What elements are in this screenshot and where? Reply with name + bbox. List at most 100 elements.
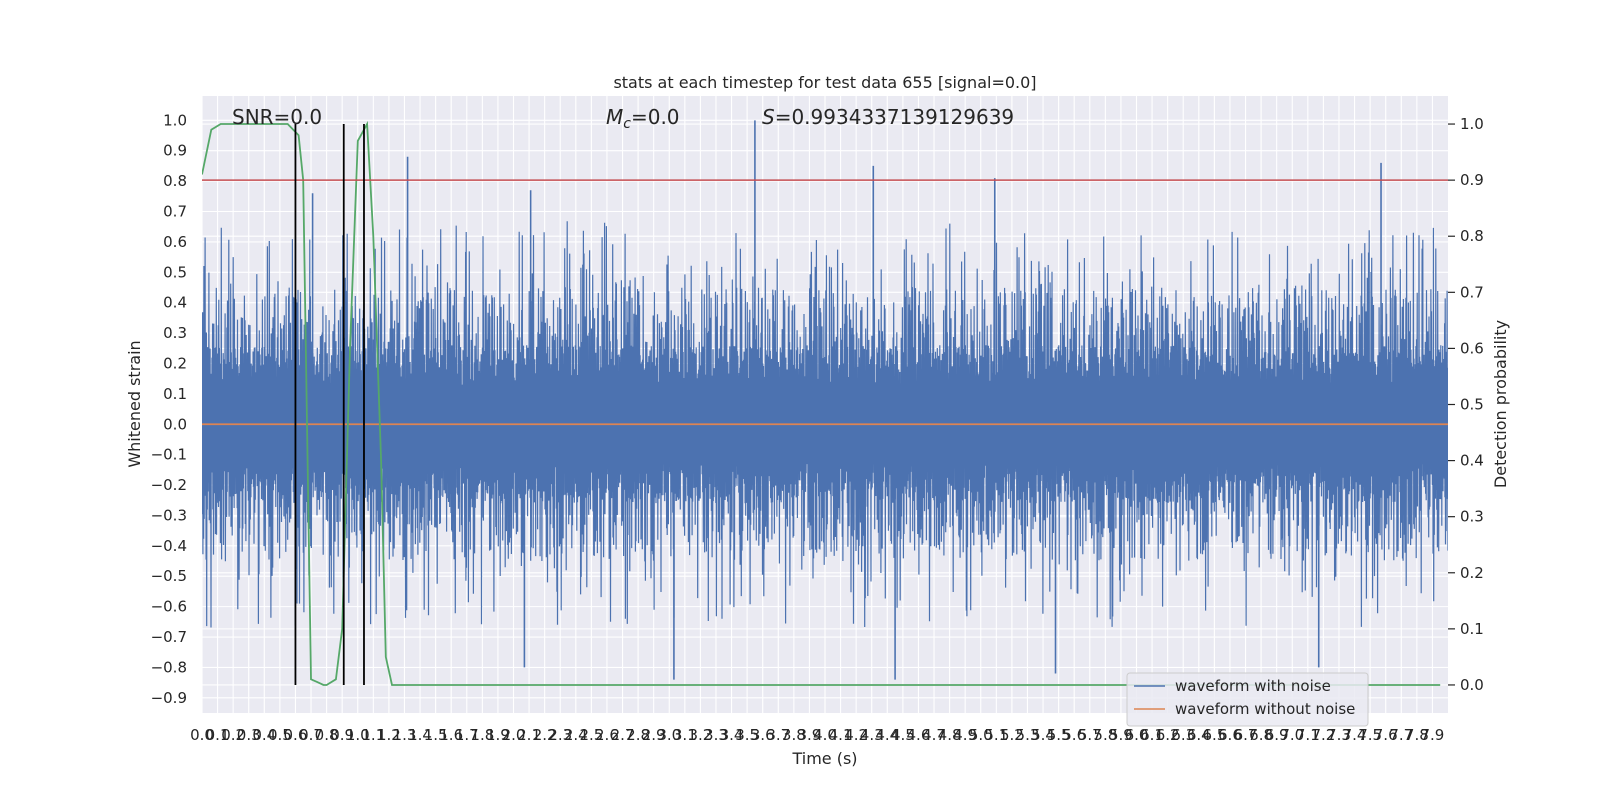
x-tick-label: 3.5 (735, 726, 759, 744)
x-tick-label: 2.0 (502, 726, 526, 744)
y-left-tick-label: −0.1 (151, 446, 187, 464)
y-right-axis-ticks: 1.0 0.9 0.8 0.7 0.6 0.5 0.4 0.3 0.2 0.1 0.0 (1448, 115, 1484, 694)
x-tick-label: 4.2 (844, 726, 868, 744)
y-left-axis-ticks: 1.0 0.9 0.8 0.7 0.6 0.5 0.4 0.3 0.2 0.1 0.0 −0.1 −0.… (151, 111, 187, 706)
x-tick-label: 5.8 (1093, 726, 1117, 744)
x-tick-label: 7.0 (1280, 726, 1304, 744)
y-left-tick-label: 0.5 (163, 263, 187, 281)
y-left-tick-label: −0.2 (151, 476, 187, 494)
x-tick-label: 5.6 (1062, 726, 1086, 744)
x-tick-label: 5.0 (969, 726, 993, 744)
y-left-axis-label: Whitened strain (125, 340, 144, 467)
x-tick-label: 3.2 (688, 726, 712, 744)
legend-label-clean: waveform without noise (1175, 700, 1355, 718)
y-left-tick-label: 0.4 (163, 294, 187, 312)
x-tick-label: 3.0 (657, 726, 681, 744)
x-tick-label: 0.4 (252, 726, 276, 744)
y-right-tick-label: 0.2 (1460, 564, 1484, 582)
x-tick-label: 6.4 (1187, 726, 1211, 744)
y-left-tick-label: −0.7 (151, 628, 187, 646)
x-tick-label: 3.8 (782, 726, 806, 744)
x-tick-label: 2.5 (579, 726, 603, 744)
y-left-tick-label: 1.0 (163, 111, 187, 129)
y-right-tick-label: 0.6 (1460, 339, 1484, 357)
x-tick-label: 5.1 (984, 726, 1008, 744)
x-tick-label: 3.7 (766, 726, 790, 744)
y-left-tick-label: −0.3 (151, 506, 187, 524)
x-tick-label: 5.7 (1078, 726, 1102, 744)
x-tick-label: 6.3 (1171, 726, 1195, 744)
x-tick-label: 2.7 (611, 726, 635, 744)
x-tick-label: 0.3 (237, 726, 261, 744)
y-left-tick-label: 0.9 (163, 142, 187, 160)
x-tick-label: 4.3 (860, 726, 884, 744)
x-tick-label: 4.7 (922, 726, 946, 744)
x-tick-label: 2.4 (564, 726, 588, 744)
x-tick-label: 2.3 (548, 726, 572, 744)
y-left-tick-label: 0.1 (163, 385, 187, 403)
x-tick-label: 1.7 (455, 726, 479, 744)
x-tick-label: 0.6 (284, 726, 308, 744)
y-right-tick-label: 0.0 (1460, 676, 1484, 694)
vertical-markers (294, 124, 365, 685)
x-tick-label: 1.0 (346, 726, 370, 744)
x-tick-label: 0.9 (330, 726, 354, 744)
y-left-tick-label: −0.6 (151, 598, 187, 616)
x-axis-ticks: 0.00.10.20.30.40.50.60.70.80.91.01.11.21… (190, 726, 1444, 744)
x-tick-label: 1.5 (424, 726, 448, 744)
chart-title: stats at each timestep for test data 655… (613, 73, 1036, 92)
series-detection-probability (202, 120, 1441, 686)
legend: waveform with noise waveform without noi… (1126, 672, 1369, 727)
x-tick-label: 7.8 (1405, 726, 1429, 744)
x-tick-label: 0.8 (315, 726, 339, 744)
y-left-tick-label: −0.5 (151, 567, 187, 585)
y-left-tick-label: 0.8 (163, 172, 187, 190)
x-tick-label: 1.8 (470, 726, 494, 744)
x-tick-label: 7.1 (1296, 726, 1320, 744)
y-right-tick-label: 0.1 (1460, 620, 1484, 638)
x-tick-label: 5.3 (1016, 726, 1040, 744)
x-tick-label: 6.9 (1265, 726, 1289, 744)
x-tick-label: 4.8 (938, 726, 962, 744)
y-left-tick-label: 0.2 (163, 354, 187, 372)
y-right-tick-label: 0.5 (1460, 396, 1484, 414)
x-tick-label: 6.1 (1140, 726, 1164, 744)
x-tick-label: 1.4 (408, 726, 432, 744)
y-right-tick-label: 0.4 (1460, 452, 1484, 470)
annotation-s-value: =0.9934337139129639 (775, 105, 1014, 129)
y-right-tick-label: 0.3 (1460, 508, 1484, 526)
x-tick-label: 4.0 (813, 726, 837, 744)
annotation-s-symbol: S (762, 105, 775, 129)
x-tick-label: 6.8 (1249, 726, 1273, 744)
annotation-mc-symbol: M (606, 105, 623, 129)
y-left-tick-label: 0.7 (163, 202, 187, 220)
annotation-chirp-mass: Mc=0.0 (606, 105, 680, 132)
annotation-mc-value: =0.0 (631, 105, 680, 129)
y-right-tick-label: 0.7 (1460, 283, 1484, 301)
x-tick-label: 5.5 (1047, 726, 1071, 744)
y-left-tick-label: −0.4 (151, 537, 187, 555)
probability-line (202, 120, 1441, 686)
x-tick-label: 3.6 (751, 726, 775, 744)
y-left-tick-label: 0.6 (163, 233, 187, 251)
legend-box (1126, 672, 1369, 727)
x-tick-label: 4.6 (907, 726, 931, 744)
x-tick-label: 4.9 (953, 726, 977, 744)
x-tick-label: 5.2 (1000, 726, 1024, 744)
x-tick-label: 1.9 (486, 726, 510, 744)
x-tick-label: 2.2 (533, 726, 557, 744)
x-tick-label: 5.9 (1109, 726, 1133, 744)
x-tick-label: 3.9 (797, 726, 821, 744)
x-tick-label: 7.6 (1374, 726, 1398, 744)
x-tick-label: 1.2 (377, 726, 401, 744)
x-tick-label: 0.7 (299, 726, 323, 744)
x-tick-label: 4.1 (829, 726, 853, 744)
y-left-tick-label: 0.0 (163, 415, 187, 433)
x-tick-label: 2.9 (642, 726, 666, 744)
y-right-axis-label: Detection probability (1491, 320, 1510, 488)
x-tick-label: 4.5 (891, 726, 915, 744)
x-tick-label: 7.2 (1311, 726, 1335, 744)
x-tick-label: 0.2 (221, 726, 245, 744)
x-tick-label: 1.1 (361, 726, 385, 744)
